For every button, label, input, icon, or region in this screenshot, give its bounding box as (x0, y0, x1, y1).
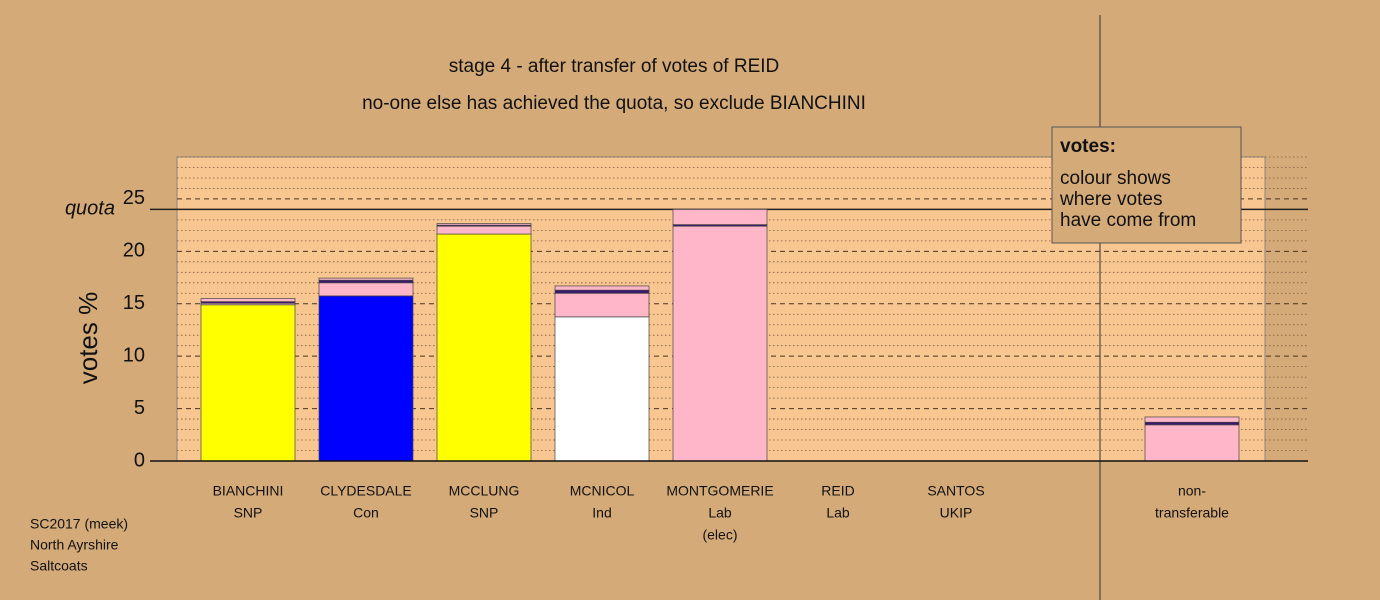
bar-segment (1144, 421, 1240, 426)
bar-segment (554, 289, 650, 294)
quota-label: quota (65, 198, 115, 220)
x-tick-label: (elec) (702, 527, 737, 543)
bar-segment (554, 285, 650, 291)
y-tick-label: 15 (123, 292, 145, 314)
footer-line: Saltcoats (30, 558, 88, 574)
bar-segment (318, 295, 414, 462)
bar-segment (318, 277, 414, 281)
bar-segment (318, 282, 414, 297)
x-tick-label: Con (353, 505, 379, 521)
bars (200, 209, 1240, 462)
x-tick-label: Ind (592, 505, 611, 521)
bar-segment (554, 292, 650, 318)
x-tick-label: SNP (234, 505, 263, 521)
x-tick-label: SNP (470, 505, 499, 521)
x-tick-label: MCCLUNG (449, 483, 520, 499)
x-tick-label: Lab (826, 505, 850, 521)
y-tick-label: 5 (134, 397, 145, 419)
x-tick-label: non- (1178, 483, 1206, 499)
bar-segment (1144, 416, 1240, 423)
x-tick-label: UKIP (940, 505, 973, 521)
x-tick-label: transferable (1155, 505, 1229, 521)
y-tick-label: 25 (123, 187, 145, 209)
legend-line: have come from (1060, 210, 1196, 231)
x-tick-label: Lab (708, 505, 732, 521)
legend-line: colour shows (1060, 168, 1171, 189)
legend-title: votes: (1060, 136, 1116, 157)
bar-segment (200, 304, 296, 462)
x-tick-label: BIANCHINI (213, 483, 284, 499)
bar-segment (672, 225, 768, 462)
y-tick-label: 20 (123, 240, 145, 262)
footer-line: North Ayrshire (30, 537, 119, 553)
y-axis-label: votes % (73, 292, 103, 385)
bar-segment (436, 233, 532, 462)
bar-segment (1144, 424, 1240, 462)
legend-line: where votes (1059, 189, 1162, 210)
legend-box (1051, 126, 1242, 244)
y-tick-label: 10 (123, 344, 145, 366)
x-tick-label: MCNICOL (570, 483, 635, 499)
x-tick-label: MONTGOMERIE (666, 483, 773, 499)
bar-segment (200, 298, 296, 303)
bar-segment (554, 316, 650, 462)
bar-segment (436, 225, 532, 235)
bar-segment (436, 223, 532, 226)
bar-segment (318, 279, 414, 284)
chart-title: stage 4 - after transfer of votes of REI… (449, 56, 780, 77)
x-tick-label: CLYDESDALE (320, 483, 412, 499)
chart-subtitle: no-one else has achieved the quota, so e… (362, 93, 866, 114)
y-tick-label: 0 (134, 449, 145, 471)
bar-segment (672, 209, 768, 225)
footer-line: SC2017 (meek) (30, 516, 128, 532)
x-tick-label: SANTOS (927, 483, 984, 499)
x-tick-label: REID (821, 483, 854, 499)
